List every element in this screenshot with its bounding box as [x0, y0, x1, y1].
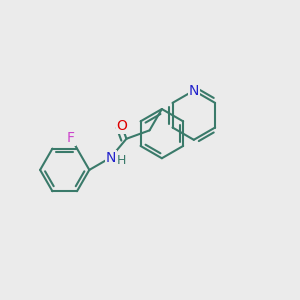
Text: O: O [116, 119, 127, 133]
Text: N: N [105, 151, 116, 165]
Text: N: N [189, 84, 199, 98]
Text: F: F [67, 131, 75, 145]
Text: H: H [117, 154, 126, 166]
